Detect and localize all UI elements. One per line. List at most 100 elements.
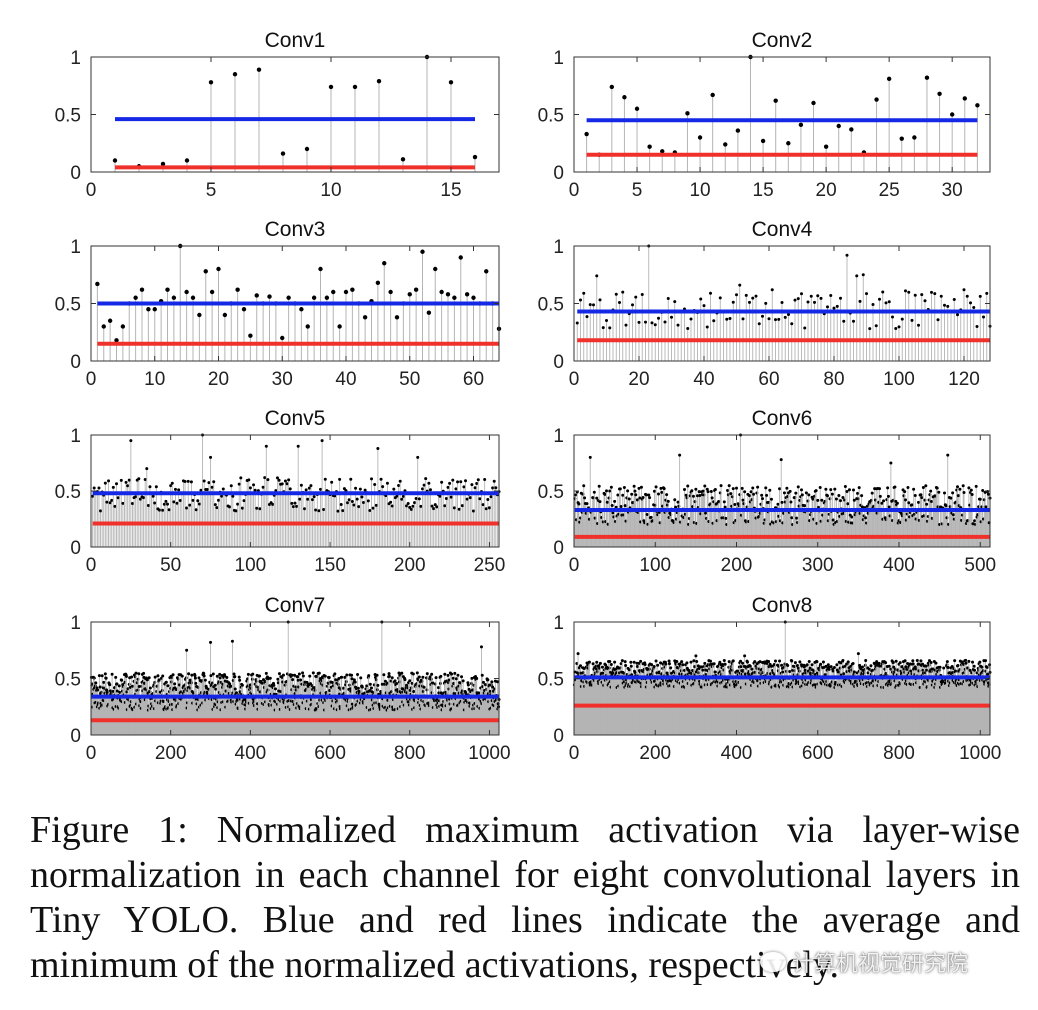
stem-marker [252,483,256,487]
stem-marker [829,488,833,492]
stem-marker [701,489,705,493]
stem-marker [943,491,946,495]
stem-marker [712,662,716,666]
stem-marker [830,492,834,496]
stem-marker [349,477,353,481]
stem-marker [146,678,150,682]
stem-marker [108,501,112,505]
stem-marker [780,301,784,305]
stem-marker [367,674,371,678]
stem-marker [751,296,755,300]
stem-marker [162,502,166,506]
stem-marker [620,659,624,663]
stem-marker [756,485,760,489]
stem-marker [196,499,200,503]
stem-marker [686,327,690,331]
x-tick-label: 0 [86,180,97,201]
stem-marker [319,487,322,491]
stem-marker [748,494,751,498]
stem-marker [103,672,107,676]
x-tick-label: 100 [235,555,267,576]
stem-marker [823,144,829,149]
stem-marker [666,297,670,301]
stem-marker [683,668,686,672]
x-tick-label: 20 [628,369,649,390]
stem-marker [426,310,432,315]
stem-marker [623,504,627,508]
x-tick-label: 30 [272,369,293,390]
stem-marker [167,508,171,512]
stem-marker [975,325,979,329]
stem-marker [414,496,418,500]
x-tick-label: 20 [208,369,229,390]
stem-marker [666,499,670,503]
stem-marker [456,673,460,677]
stem-marker [899,136,904,141]
stem-marker [654,485,658,489]
y-tick-label: 0.5 [55,106,81,127]
stem-marker [115,482,118,486]
stem-marker [624,323,628,327]
stem-marker [295,504,299,508]
stem-marker [807,493,811,497]
stem-marker [949,496,953,500]
stem-marker [973,519,977,523]
x-tick-label: 800 [394,743,426,764]
stem-marker [110,498,114,502]
stem-marker [408,679,412,683]
stem-marker [800,292,803,296]
x-tick-label: 40 [335,369,356,390]
stem-marker [101,324,106,329]
stem-marker [740,486,744,490]
stem-marker [584,131,589,137]
stem-marker [653,323,657,327]
stem-marker [845,253,849,257]
stem-marker [443,672,447,676]
stem-marker [891,315,894,319]
x-tick-label: 5 [206,180,217,201]
stem-marker [304,146,310,152]
stem-marker [190,673,194,677]
stem-marker [376,78,382,84]
stem-marker [492,479,496,483]
stem-marker [483,477,487,481]
stem-marker [356,686,360,690]
x-tick-label: 25 [879,180,900,201]
stem-marker [870,491,874,495]
stem-marker [683,487,686,491]
stem-marker [445,292,451,297]
y-tick-label: 1 [70,426,81,447]
stem-marker [958,487,962,491]
panel-title: Conv2 [752,29,813,52]
stem-marker [935,486,939,490]
stem-marker [280,482,284,486]
stem-marker [343,675,347,679]
stem-marker [124,674,128,678]
stem-marker [956,485,959,489]
stem-marker [639,485,643,489]
stem-marker [710,496,714,500]
stem-marker [115,682,119,686]
y-tick-label: 0 [70,538,81,559]
stem-marker [735,128,741,133]
stem-marker [393,679,397,683]
y-tick-label: 1 [70,48,81,69]
chart-panel-conv3: 0 10 20 30 40 50 60 0 0.5 1 Conv3 [55,218,502,390]
stem-marker [783,315,787,319]
stem-marker [352,503,356,507]
stem-marker [834,497,838,501]
x-tick-label: 250 [474,555,506,576]
stem-marker [924,75,930,80]
stem-marker [912,135,917,140]
stem-marker [285,482,289,486]
stem-marker [813,300,816,304]
x-tick-label: 0 [86,369,97,390]
stem-marker [263,476,267,480]
stem-marker [709,291,712,295]
stem-marker [409,507,413,511]
stem-marker [439,691,443,695]
stem-marker [185,648,189,652]
stem-marker [723,505,727,509]
stem-marker [829,294,833,298]
